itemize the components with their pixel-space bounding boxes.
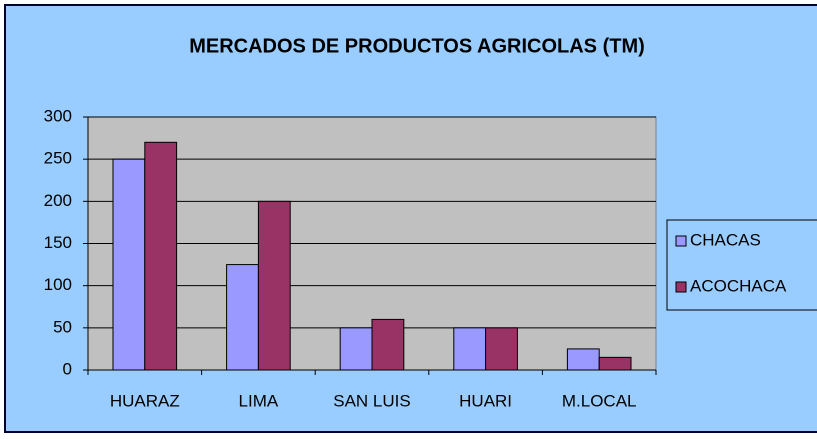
bar: [226, 264, 259, 371]
y-tick-label: 300: [44, 106, 72, 125]
bar: [453, 327, 487, 371]
y-tick-label: 0: [63, 359, 72, 378]
bar: [144, 141, 178, 371]
bar: [257, 200, 291, 371]
x-tick-label: SAN LUIS: [333, 391, 410, 410]
bar: [598, 356, 632, 371]
bar: [566, 348, 600, 371]
y-tick-label: 200: [44, 191, 72, 210]
legend-swatch: [675, 281, 687, 293]
y-tick-label: 250: [44, 149, 72, 168]
y-tick-label: 50: [53, 317, 72, 336]
legend-label: ACOCHACA: [690, 276, 787, 295]
bar: [339, 327, 373, 371]
y-tick-label: 150: [44, 233, 72, 252]
bar: [485, 327, 518, 371]
x-tick-label: HUARAZ: [110, 391, 180, 410]
legend-swatch: [675, 235, 687, 247]
x-tick-label: HUARI: [459, 391, 512, 410]
y-tick-label: 100: [44, 275, 72, 294]
chart-title: MERCADOS DE PRODUCTOS AGRICOLAS (TM): [189, 35, 645, 57]
bar: [371, 318, 405, 371]
x-tick-label: LIMA: [239, 391, 279, 410]
legend-label: CHACAS: [690, 230, 761, 249]
bar: [112, 158, 146, 371]
x-tick-label: M.LOCAL: [562, 391, 637, 410]
legend: [666, 219, 817, 311]
